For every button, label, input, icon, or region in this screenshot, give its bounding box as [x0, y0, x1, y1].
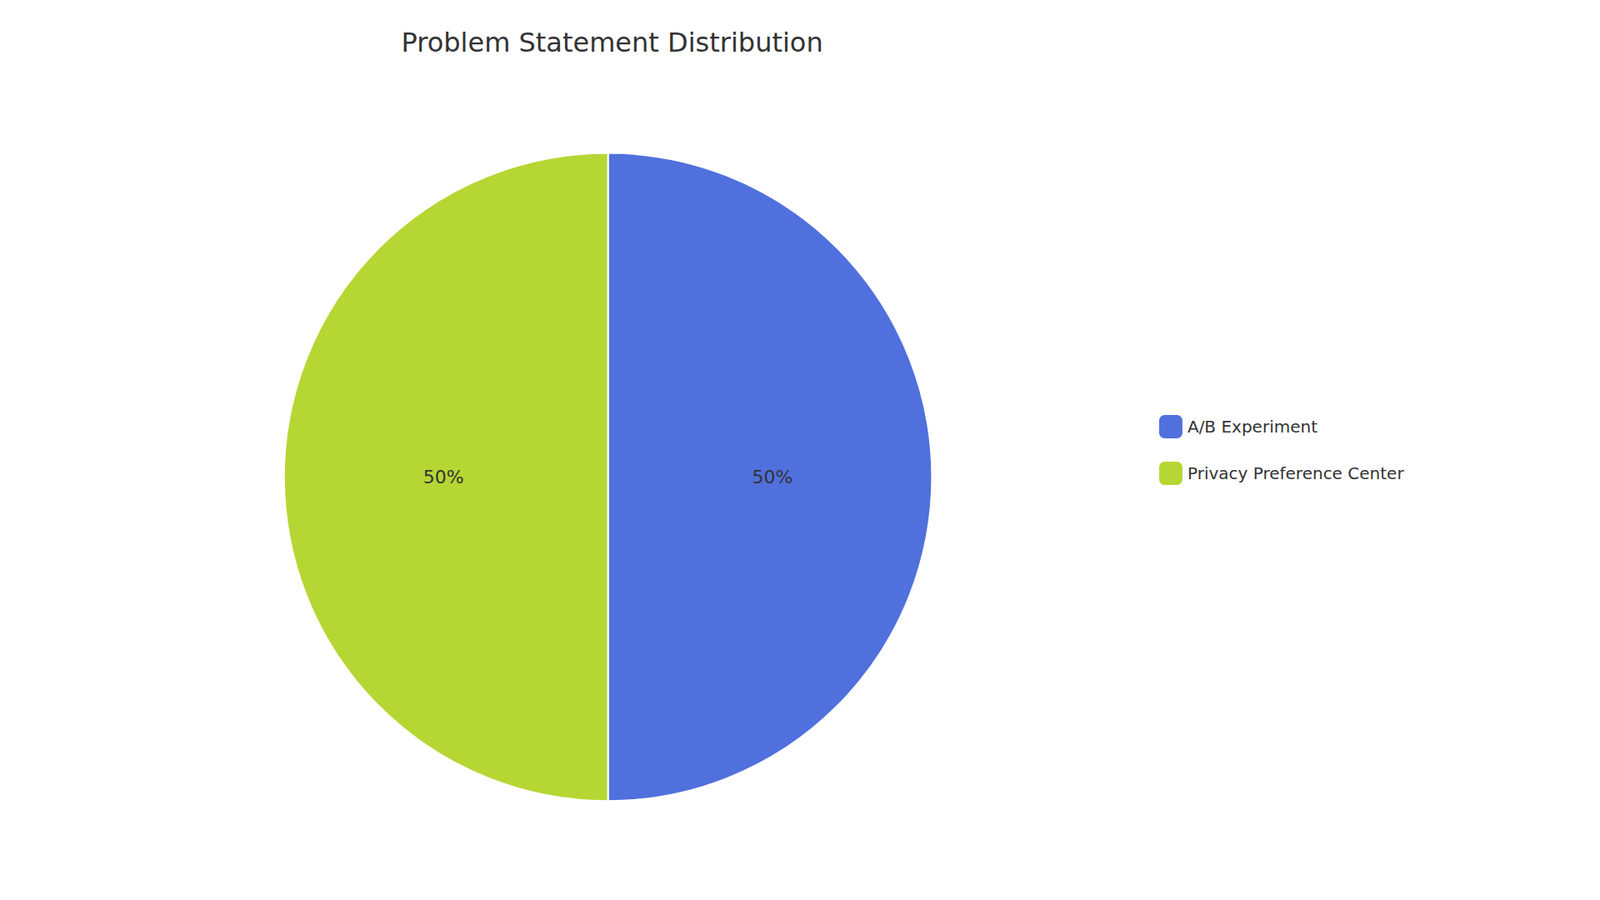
svg-text:Privacy Preference Center: Privacy Preference Center	[1187, 463, 1405, 484]
svg-text:Problem Statement Distribution: Problem Statement Distribution	[400, 26, 823, 59]
svg-text:A/B Experiment: A/B Experiment	[1187, 416, 1318, 437]
svg-text:50%: 50%	[423, 466, 465, 488]
svg-text:50%: 50%	[752, 466, 794, 488]
